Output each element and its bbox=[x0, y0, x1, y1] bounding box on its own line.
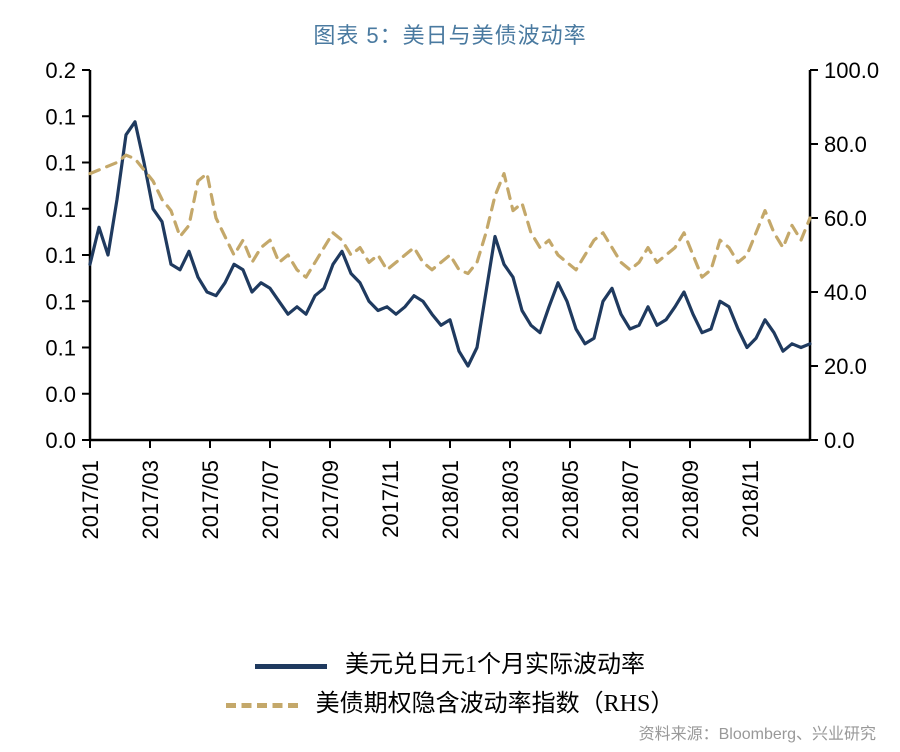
svg-text:80.0: 80.0 bbox=[824, 132, 867, 157]
chart-area: 0.0 0.0 0.1 0.1 0.1 0.1 0.1 0.1 0.2 0.0 20.0 40.0 60… bbox=[0, 60, 900, 650]
legend-swatch-dashed bbox=[226, 703, 298, 708]
svg-text:2017/09: 2017/09 bbox=[318, 460, 343, 540]
svg-text:0.1: 0.1 bbox=[45, 197, 76, 222]
svg-text:0.2: 0.2 bbox=[45, 60, 76, 83]
svg-text:0.1: 0.1 bbox=[45, 243, 76, 268]
svg-text:2018/11: 2018/11 bbox=[738, 460, 763, 538]
svg-text:40.0: 40.0 bbox=[824, 280, 867, 305]
svg-text:2017/03: 2017/03 bbox=[138, 460, 163, 540]
legend-label-2: 美债期权隐含波动率指数（RHS） bbox=[316, 691, 675, 717]
svg-text:2018/03: 2018/03 bbox=[498, 460, 523, 540]
svg-text:2017/07: 2017/07 bbox=[258, 460, 283, 540]
svg-text:0.0: 0.0 bbox=[45, 428, 76, 453]
legend: 美元兑日元1个月实际波动率 美债期权隐含波动率指数（RHS） bbox=[0, 640, 900, 722]
svg-text:60.0: 60.0 bbox=[824, 206, 867, 231]
legend-label-1: 美元兑日元1个月实际波动率 bbox=[345, 652, 645, 678]
svg-text:0.1: 0.1 bbox=[45, 104, 76, 129]
svg-text:0.0: 0.0 bbox=[824, 428, 855, 453]
svg-text:0.1: 0.1 bbox=[45, 336, 76, 361]
chart-svg: 0.0 0.0 0.1 0.1 0.1 0.1 0.1 0.1 0.2 0.0 20.0 40.0 60… bbox=[0, 60, 900, 650]
svg-text:0.1: 0.1 bbox=[45, 151, 76, 176]
svg-text:2018/01: 2018/01 bbox=[438, 460, 463, 540]
svg-text:0.0: 0.0 bbox=[45, 382, 76, 407]
svg-text:0.1: 0.1 bbox=[45, 289, 76, 314]
svg-text:2017/01: 2017/01 bbox=[78, 460, 103, 540]
svg-text:2018/05: 2018/05 bbox=[558, 460, 583, 540]
legend-swatch-solid bbox=[255, 664, 327, 669]
svg-text:20.0: 20.0 bbox=[824, 354, 867, 379]
svg-text:2018/07: 2018/07 bbox=[618, 460, 643, 540]
legend-item-2: 美债期权隐含波动率指数（RHS） bbox=[0, 683, 900, 718]
legend-item-1: 美元兑日元1个月实际波动率 bbox=[0, 644, 900, 679]
svg-text:2018/09: 2018/09 bbox=[678, 460, 703, 540]
svg-text:100.0: 100.0 bbox=[824, 60, 879, 83]
svg-text:2017/11: 2017/11 bbox=[378, 460, 403, 538]
source-text: 资料来源：Bloomberg、兴业研究 bbox=[639, 720, 876, 744]
svg-text:2017/05: 2017/05 bbox=[198, 460, 223, 540]
chart-title: 图表 5：美日与美债波动率 bbox=[0, 0, 900, 50]
